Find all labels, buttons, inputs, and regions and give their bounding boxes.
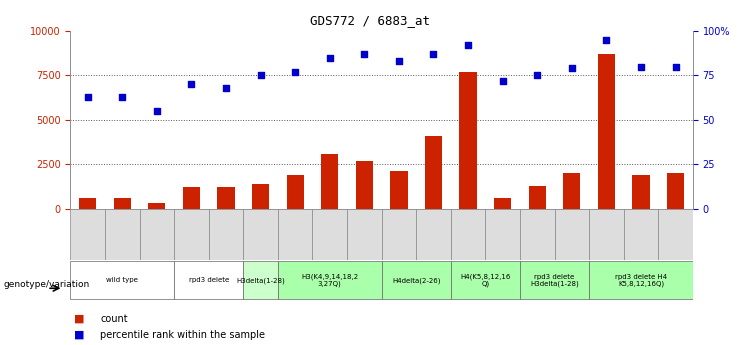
Point (670, 64, 682, 69)
Text: genotype/variation: genotype/variation (4, 280, 90, 289)
Point (289, 69, 301, 75)
Point (531, 73, 543, 78)
FancyBboxPatch shape (278, 209, 313, 260)
Bar (494, 198, 511, 209)
Bar (321, 154, 339, 209)
Bar (79, 198, 96, 209)
Text: ■: ■ (74, 314, 84, 324)
FancyBboxPatch shape (382, 209, 416, 260)
Text: rpd3 delete
H3delta(1-28): rpd3 delete H3delta(1-28) (530, 274, 579, 287)
Point (116, 94, 128, 100)
FancyBboxPatch shape (278, 261, 382, 299)
Text: H3(K4,9,14,18,2
3,27Q): H3(K4,9,14,18,2 3,27Q) (301, 273, 359, 287)
Bar (459, 72, 476, 209)
Bar (563, 173, 580, 209)
Text: H4(K5,8,12,16
Q): H4(K5,8,12,16 Q) (460, 273, 511, 287)
Point (635, 64, 647, 69)
FancyBboxPatch shape (243, 261, 278, 299)
Bar (287, 175, 304, 209)
Point (462, 42, 474, 48)
FancyBboxPatch shape (589, 209, 624, 260)
Point (359, 51, 370, 57)
Point (428, 51, 439, 57)
Bar (217, 187, 235, 209)
FancyBboxPatch shape (139, 209, 174, 260)
Text: H4delta(2-26): H4delta(2-26) (392, 277, 440, 284)
Text: rpd3 delete H4
K5,8,12,16Q): rpd3 delete H4 K5,8,12,16Q) (615, 274, 667, 287)
FancyBboxPatch shape (243, 209, 278, 260)
FancyBboxPatch shape (416, 209, 451, 260)
FancyBboxPatch shape (451, 209, 485, 260)
FancyBboxPatch shape (70, 209, 105, 260)
FancyBboxPatch shape (451, 261, 520, 299)
FancyBboxPatch shape (70, 261, 174, 299)
FancyBboxPatch shape (313, 209, 347, 260)
Point (220, 85, 232, 91)
Point (496, 78, 508, 83)
FancyBboxPatch shape (485, 209, 520, 260)
Text: percentile rank within the sample: percentile rank within the sample (100, 330, 265, 339)
FancyBboxPatch shape (554, 209, 589, 260)
Point (255, 73, 267, 78)
Text: count: count (100, 314, 127, 324)
Bar (148, 204, 165, 209)
Bar (667, 173, 684, 209)
Point (324, 55, 336, 60)
FancyBboxPatch shape (658, 209, 693, 260)
Point (82, 94, 93, 100)
Text: H3delta(1-28): H3delta(1-28) (236, 277, 285, 284)
Bar (252, 184, 269, 209)
FancyBboxPatch shape (105, 209, 139, 260)
Bar (113, 198, 131, 209)
Point (393, 59, 405, 64)
Bar (528, 186, 546, 209)
Text: rpd3 delete: rpd3 delete (189, 277, 229, 283)
FancyBboxPatch shape (624, 209, 658, 260)
FancyBboxPatch shape (589, 261, 693, 299)
Point (185, 82, 197, 87)
FancyBboxPatch shape (174, 261, 243, 299)
Bar (356, 161, 373, 209)
Text: ■: ■ (74, 330, 84, 339)
Text: GDS772 / 6883_at: GDS772 / 6883_at (310, 14, 431, 27)
Bar (425, 136, 442, 209)
Bar (391, 171, 408, 209)
Point (566, 66, 578, 71)
Text: wild type: wild type (106, 277, 139, 283)
FancyBboxPatch shape (209, 209, 243, 260)
FancyBboxPatch shape (347, 209, 382, 260)
Point (151, 108, 163, 114)
Bar (632, 175, 650, 209)
FancyBboxPatch shape (520, 209, 554, 260)
Bar (598, 54, 615, 209)
FancyBboxPatch shape (174, 209, 209, 260)
FancyBboxPatch shape (382, 261, 451, 299)
Bar (183, 187, 200, 209)
FancyBboxPatch shape (520, 261, 589, 299)
Point (600, 37, 612, 43)
